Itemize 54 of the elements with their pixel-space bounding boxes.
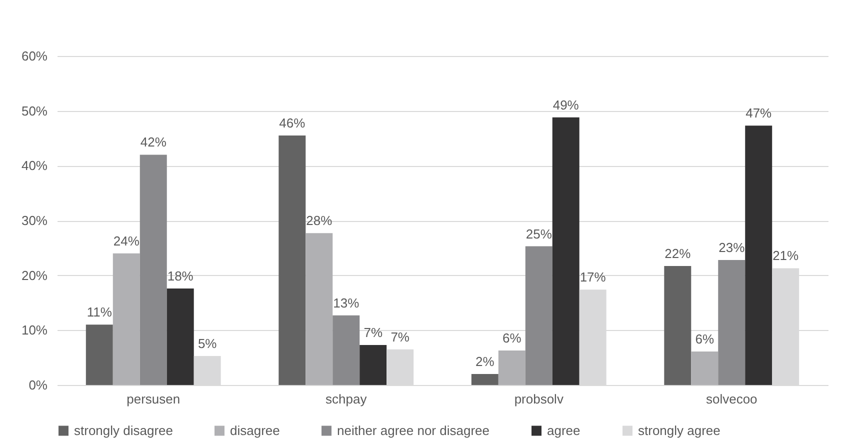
data-label: 23%: [718, 240, 746, 255]
data-label: 2%: [476, 354, 495, 370]
data-label: 21%: [772, 248, 800, 264]
x-tick-label: persusen: [126, 392, 180, 406]
data-label: 7%: [390, 329, 410, 344]
bar: [471, 374, 498, 385]
y-tick-label: 60%: [21, 48, 48, 64]
x-tick-label: schpay: [326, 392, 368, 406]
data-label: 24%: [113, 233, 140, 248]
legend-label: agree: [547, 422, 580, 438]
bar: [86, 324, 113, 385]
bar: [386, 349, 414, 385]
y-tick-label: 10%: [21, 322, 48, 338]
data-label: 25%: [526, 226, 552, 242]
data-label: 47%: [746, 106, 772, 121]
bar: [718, 260, 746, 385]
bar: [306, 233, 333, 385]
bar: [278, 136, 306, 385]
data-label: 46%: [279, 116, 306, 131]
data-label: 6%: [502, 330, 522, 346]
x-tick-label: solvecoo: [706, 392, 758, 406]
data-label: 6%: [695, 332, 714, 347]
y-tick-label: 40%: [21, 158, 48, 174]
y-tick-label: 50%: [21, 103, 48, 118]
bar: [525, 246, 552, 385]
x-tick-label: probsolv: [514, 392, 564, 406]
y-tick-label: 20%: [21, 268, 48, 283]
y-tick-label: 0%: [28, 378, 48, 392]
data-label: 5%: [198, 336, 218, 351]
data-label: 17%: [580, 270, 606, 285]
bar: [140, 154, 167, 385]
bar: [691, 352, 718, 385]
legend-label: strongly disagree: [74, 422, 173, 438]
data-label: 28%: [306, 213, 333, 228]
bar: [112, 253, 140, 385]
bar: [498, 350, 526, 385]
data-label: 22%: [664, 246, 692, 262]
bar: [332, 315, 360, 385]
bar: [552, 117, 580, 385]
bar: [664, 266, 692, 385]
data-label: 13%: [333, 295, 360, 310]
legend-label: neither agree nor disagree: [337, 422, 490, 438]
data-label: 18%: [167, 268, 194, 284]
data-label: 11%: [86, 304, 112, 320]
bar: [745, 126, 772, 385]
bar: [360, 344, 387, 385]
legend-label: disagree: [230, 422, 280, 438]
legend-label: strongly agree: [638, 422, 720, 438]
data-label: 49%: [552, 97, 580, 112]
data-label: 42%: [140, 134, 167, 150]
y-tick-label: 30%: [21, 213, 48, 228]
data-label: 7%: [364, 324, 383, 340]
bar: [194, 356, 221, 385]
bar: [166, 288, 194, 385]
